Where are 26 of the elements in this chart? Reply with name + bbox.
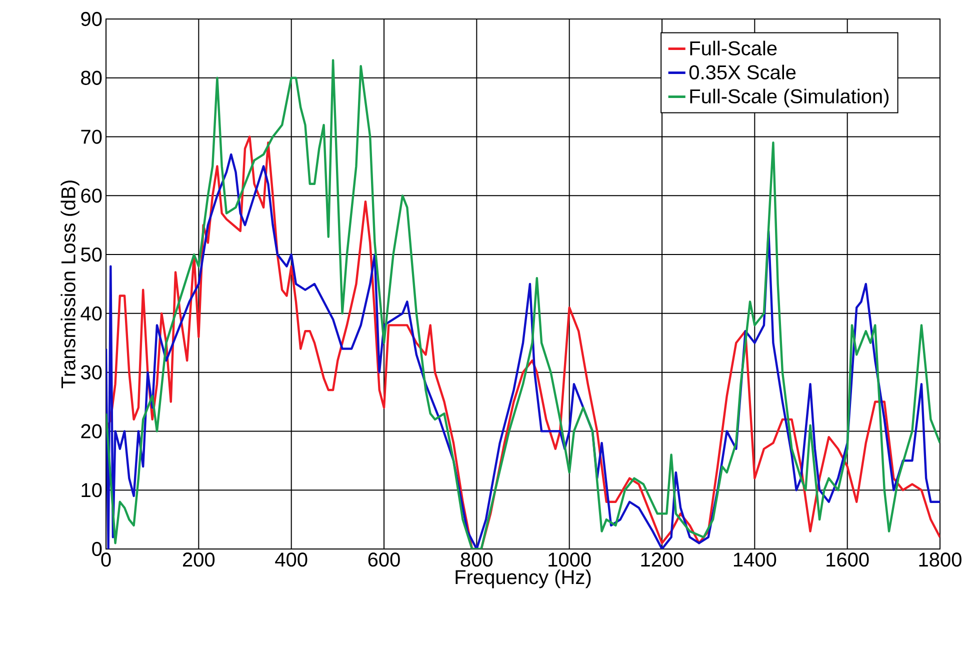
x-tick-label: 1800 xyxy=(919,552,962,567)
x-tick-label: 1000 xyxy=(548,552,591,567)
y-tick-label: 10 xyxy=(82,483,102,498)
y-tick-label: 0 xyxy=(92,542,102,556)
x-tick-label: 400 xyxy=(275,552,308,567)
x-tick-label: 1200 xyxy=(641,552,684,567)
y-tick-label: 40 xyxy=(80,306,102,321)
x-tick-label: 200 xyxy=(182,552,215,567)
y-tick-label: 20 xyxy=(81,424,102,438)
y-axis-title: Transmission Loss (dB) xyxy=(60,180,80,388)
legend-label: Full-Scale xyxy=(690,40,777,56)
y-tick-label: 80 xyxy=(81,70,102,85)
x-axis-title: Frequency (Hz) xyxy=(456,570,591,588)
line-series xyxy=(106,59,940,549)
x-tick-label: 800 xyxy=(460,552,493,567)
y-tick-label: 50 xyxy=(81,247,102,262)
y-tick-label: 30 xyxy=(81,365,102,380)
legend-label: 0.35X Scale xyxy=(689,64,796,80)
legend-label: Full-Scale (Simulation) xyxy=(690,88,889,108)
x-tick-label: 1400 xyxy=(734,552,776,567)
y-tick-label: 60 xyxy=(81,188,102,203)
y-tick-label: 90 xyxy=(81,12,102,26)
x-tick-label: 0 xyxy=(101,552,111,567)
y-tick-label: 70 xyxy=(81,130,102,144)
x-tick-label: 1600 xyxy=(826,552,869,567)
x-tick-label: 600 xyxy=(368,552,400,567)
